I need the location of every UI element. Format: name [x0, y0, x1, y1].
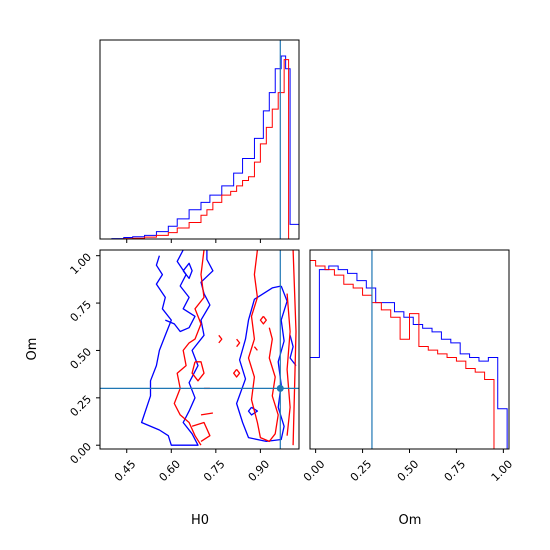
- contour-line-sample_b: [233, 368, 241, 378]
- contour-line-sample_b: [292, 250, 297, 446]
- x-tick-label: 0.25: [348, 458, 375, 485]
- x-tick-label: 0.75: [201, 458, 228, 485]
- x-tick-label: 0.50: [395, 458, 422, 485]
- x-tick-label: 0.75: [442, 458, 469, 485]
- h0-marginal-panel: [99, 39, 300, 243]
- contour-line-sample_b: [191, 421, 211, 442]
- om-marginal-panel: 0.00 0.25 0.50 0.75 1.00: [301, 249, 516, 485]
- contour-line-sample_a: [140, 250, 214, 446]
- contour-line-sample_b: [259, 315, 267, 325]
- y-tick-label: 1.00: [68, 251, 95, 278]
- plot-area: [310, 250, 508, 449]
- contour-line-sample_b: [191, 361, 205, 382]
- histogram-series-sample_b: [100, 59, 299, 239]
- y-tick-label: 0.50: [68, 345, 95, 372]
- contour-line-sample_b: [247, 250, 279, 443]
- x-tick-label: 0.45: [112, 458, 139, 485]
- panel-frame: [309, 249, 510, 450]
- histogram-series-sample_a: [100, 55, 299, 239]
- y-axis-label-om: Om: [25, 338, 40, 361]
- plot-area: [100, 40, 299, 239]
- contour-line-sample_a: [247, 406, 259, 416]
- x-tick-label: 0.60: [157, 458, 184, 485]
- x-axis-label-om: Om: [399, 513, 422, 528]
- contour-line-sample_b: [200, 412, 214, 416]
- contour-line-sample_a: [182, 262, 193, 280]
- plot-area: [100, 250, 299, 449]
- x-tick-label: 1.00: [489, 458, 516, 485]
- contour-line-sample_a: [165, 250, 196, 333]
- y-tick-label: 0.75: [68, 298, 95, 325]
- contour-line-sample_b: [253, 346, 258, 351]
- contour-line-sample_b: [218, 334, 223, 344]
- contour-line-sample_a: [289, 335, 297, 366]
- contour-line-sample_b: [236, 338, 241, 348]
- h0-om-contour-panel: 0.45 0.60 0.75 0.90 0.00 0.25 0.50 0.75 1.00: [68, 249, 300, 485]
- y-tick-label: 0.25: [68, 393, 95, 420]
- x-axis-label-h0: H0: [191, 513, 209, 528]
- panel-frame: [99, 39, 300, 240]
- panel-frame: [99, 249, 300, 450]
- x-tick-label: 0.00: [301, 458, 328, 485]
- histogram-series-sample_b: [310, 260, 504, 449]
- x-tick-label: 0.90: [246, 458, 273, 485]
- contour-line-sample_b: [286, 293, 291, 436]
- truth-marker: [276, 384, 284, 392]
- histogram-series-sample_a: [310, 265, 508, 449]
- contour-line-sample_b: [173, 250, 205, 446]
- contour-line-sample_a: [235, 285, 288, 443]
- y-tick-label: 0.00: [68, 440, 95, 467]
